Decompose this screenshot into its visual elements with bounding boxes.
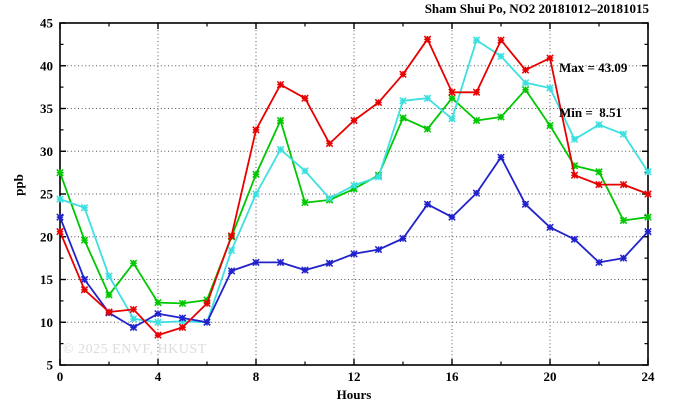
grid-lines xyxy=(60,23,648,365)
y-tick-label: 30 xyxy=(40,144,53,159)
y-tick-labels: 5 10 15 20 25 30 35 40 45 xyxy=(40,16,54,373)
cyan-line-markers xyxy=(56,36,652,326)
series-cyan-line xyxy=(56,36,652,326)
min-label: Min = 8.51 xyxy=(559,105,623,120)
y-tick-label: 15 xyxy=(40,272,54,287)
watermark: © 2025 ENVF, HKUST xyxy=(63,342,207,357)
max-min-box: Max = 43.09 Min = 8.51 xyxy=(559,30,627,150)
x-tick-label: 12 xyxy=(348,369,361,384)
chart-title: Sham Shui Po, NO2 20181012–20181015 xyxy=(424,1,649,16)
series-red-line xyxy=(56,35,652,339)
x-tick-label: 20 xyxy=(544,369,557,384)
y-axis-label: ppb xyxy=(11,174,26,196)
x-axis-label: Hours xyxy=(336,387,372,402)
x-tick-label: 24 xyxy=(642,369,656,384)
y-tick-label: 45 xyxy=(40,16,54,31)
max-label: Max = 43.09 xyxy=(559,60,628,75)
red-line-markers xyxy=(56,35,652,339)
y-tick-label: 35 xyxy=(40,101,54,116)
y-tick-label: 25 xyxy=(40,187,54,202)
x-tick-label: 8 xyxy=(253,369,260,384)
y-tick-label: 20 xyxy=(40,229,53,244)
x-tick-label: 0 xyxy=(57,369,64,384)
x-tick-label: 16 xyxy=(446,369,460,384)
y-tick-label: 10 xyxy=(40,315,53,330)
x-tick-labels: 0 4 8 12 16 20 24 xyxy=(57,369,655,384)
y-tick-label: 40 xyxy=(40,58,53,73)
y-tick-label: 5 xyxy=(47,358,54,373)
x-tick-label: 4 xyxy=(155,369,162,384)
